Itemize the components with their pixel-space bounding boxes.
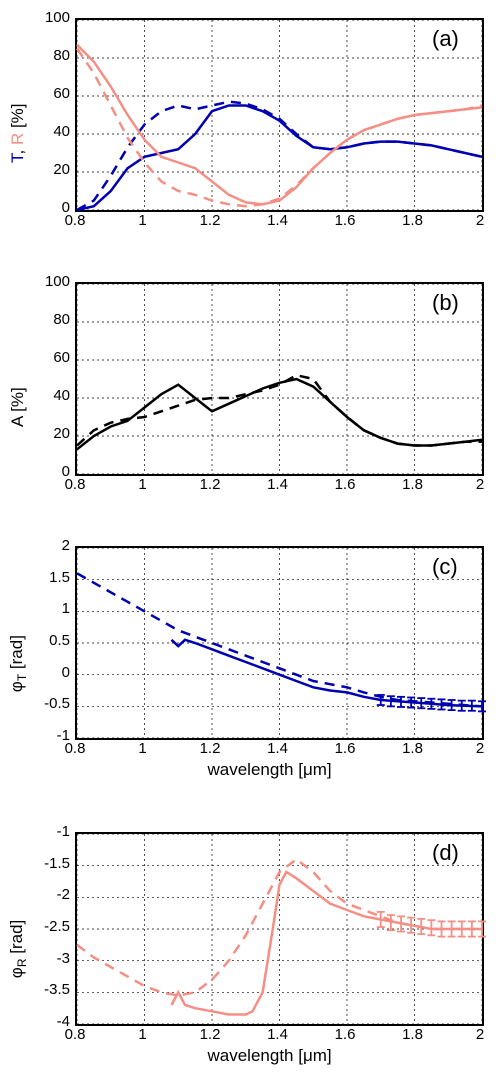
xtick-label: 1 — [128, 476, 158, 493]
ytick-label: 100 — [45, 9, 70, 26]
xlabel-d: wavelength [μm] — [208, 1046, 332, 1066]
ytick-label: 0 — [62, 463, 70, 480]
panel-d-plot — [75, 832, 484, 1026]
ytick-label: 80 — [53, 311, 70, 328]
ytick-label: 60 — [53, 85, 70, 102]
panel-b-plot — [75, 282, 484, 476]
ytick-label: -3 — [57, 950, 70, 967]
xtick-label: 1.8 — [398, 1026, 428, 1043]
series-phiT_solid — [172, 640, 483, 707]
xtick-label: 1.6 — [330, 476, 360, 493]
xtick-label: 1.8 — [398, 212, 428, 229]
ytick-label: -2 — [57, 886, 70, 903]
ylabel-c: φT [rad] — [7, 635, 29, 692]
xtick-label: 1.4 — [263, 476, 293, 493]
ylabel-d: φR [rad] — [7, 920, 29, 978]
panel-letter-c: (c) — [432, 554, 458, 580]
ylabel-a: T, R [%] — [8, 103, 28, 163]
series-phiR_solid — [172, 872, 483, 1015]
ytick-label: -2.5 — [44, 918, 70, 935]
panel-letter-d: (d) — [432, 840, 459, 866]
xtick-label: 1.8 — [398, 740, 428, 757]
xtick-label: 1 — [128, 740, 158, 757]
ytick-label: 80 — [53, 47, 70, 64]
xtick-label: 1.6 — [330, 212, 360, 229]
ytick-label: 0 — [62, 664, 70, 681]
xtick-label: 1.2 — [195, 1026, 225, 1043]
xtick-label: 1.4 — [263, 1026, 293, 1043]
panel-c-plot — [75, 546, 484, 740]
ytick-label: 100 — [45, 273, 70, 290]
ytick-label: 0.5 — [49, 632, 70, 649]
xtick-label: 1.2 — [195, 476, 225, 493]
ytick-label: -0.5 — [44, 695, 70, 712]
xtick-label: 2 — [465, 212, 495, 229]
ytick-label: 40 — [53, 123, 70, 140]
ytick-label: -1 — [57, 823, 70, 840]
series-T_solid — [77, 106, 482, 211]
ytick-label: 0 — [62, 199, 70, 216]
ytick-label: -4 — [57, 1013, 70, 1030]
xtick-label: 1.6 — [330, 740, 360, 757]
xtick-label: 1.6 — [330, 1026, 360, 1043]
xtick-label: 2 — [465, 740, 495, 757]
ylabel-b: A [%] — [8, 387, 28, 427]
panel-letter-b: (b) — [432, 290, 459, 316]
ytick-label: 2 — [62, 537, 70, 554]
panel-a-plot — [75, 18, 484, 212]
ytick-label: 1.5 — [49, 569, 70, 586]
ytick-label: 20 — [53, 161, 70, 178]
figure-container: 0.811.21.41.61.82020406080100T, R [%](a)… — [0, 0, 503, 1079]
ytick-label: -3.5 — [44, 981, 70, 998]
ytick-label: 40 — [53, 387, 70, 404]
panel-letter-a: (a) — [432, 26, 459, 52]
xtick-label: 1.2 — [195, 740, 225, 757]
xtick-label: 1.4 — [263, 740, 293, 757]
xtick-label: 1.2 — [195, 212, 225, 229]
ytick-label: -1.5 — [44, 855, 70, 872]
xtick-label: 1.4 — [263, 212, 293, 229]
ytick-label: 60 — [53, 349, 70, 366]
ytick-label: 1 — [62, 600, 70, 617]
xtick-label: 2 — [465, 476, 495, 493]
xtick-label: 1.8 — [398, 476, 428, 493]
xlabel-c: wavelength [μm] — [208, 760, 332, 780]
ytick-label: 20 — [53, 425, 70, 442]
ytick-label: -1 — [57, 727, 70, 744]
xtick-label: 1 — [128, 1026, 158, 1043]
series-R_dash — [77, 49, 482, 207]
xtick-label: 2 — [465, 1026, 495, 1043]
xtick-label: 1 — [128, 212, 158, 229]
